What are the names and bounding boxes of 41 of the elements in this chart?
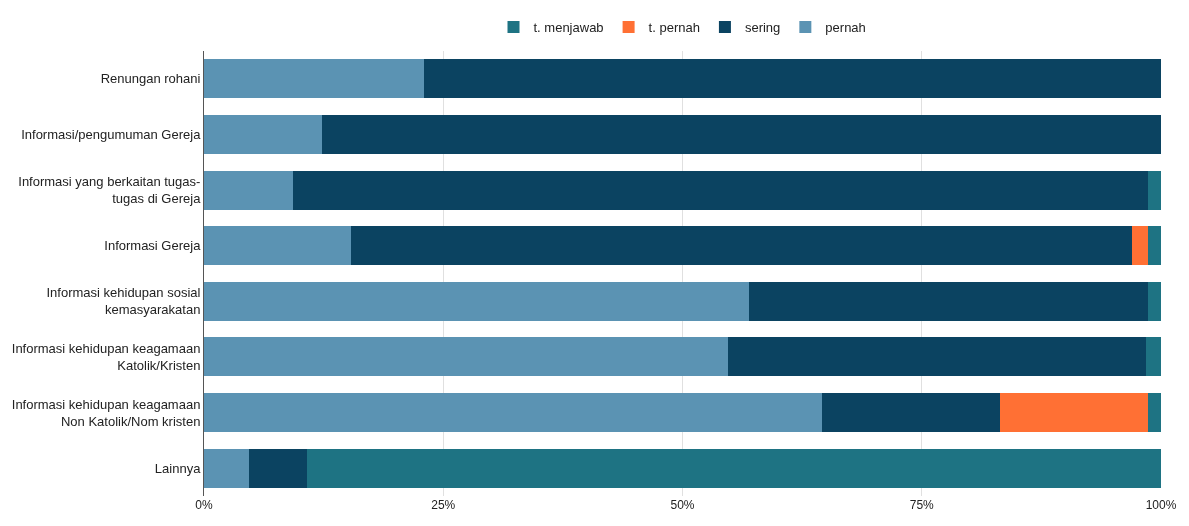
bar <box>728 337 1146 377</box>
legend-label: t. pernah <box>648 20 700 36</box>
bar <box>204 393 823 433</box>
y-tick-label: Informasi kehidupan sosial kemasyarakatan <box>46 285 201 318</box>
x-tick-label: 0% <box>195 498 213 512</box>
bar <box>204 337 729 377</box>
bar <box>1000 393 1148 433</box>
bar <box>1147 170 1161 210</box>
bar <box>204 170 293 210</box>
bar <box>204 59 425 99</box>
bar <box>204 226 352 266</box>
bar <box>749 281 1148 321</box>
bar <box>1132 226 1148 266</box>
y-tick-label: Informasi Gereja <box>104 238 202 254</box>
x-tick-label: 75% <box>909 498 935 512</box>
legend-label: sering <box>744 20 781 36</box>
y-tick-label: Informasi/pengumuman Gereja <box>21 126 202 142</box>
bar <box>351 226 1133 266</box>
bar <box>307 448 1161 488</box>
bar <box>1147 226 1161 266</box>
x-tick-label: 100% <box>1145 498 1177 512</box>
bar <box>424 59 1161 99</box>
bar <box>1147 393 1161 433</box>
y-tick-label: Informasi kehidupan keagamaan Katolik/Kristen <box>11 341 201 373</box>
legend-label: t. menjawab <box>533 20 604 36</box>
bar <box>204 114 322 154</box>
legend-label: pernah <box>825 20 866 36</box>
bar <box>204 448 249 488</box>
x-tick-label: 50% <box>670 498 695 512</box>
bar <box>1145 337 1161 377</box>
x-tick-label: 25% <box>431 498 456 512</box>
y-tick-label: Informasi kehidupan keagamaan Non Katolik/Nom kristen <box>11 396 201 429</box>
bar <box>822 393 1001 433</box>
y-tick-label: Renungan rohani <box>100 71 201 87</box>
bar <box>293 170 1148 210</box>
bar <box>1147 281 1161 321</box>
y-tick-label: Informasi yang berkaitan tugas- tugas di Gereja <box>18 174 202 207</box>
y-tick-label: Lainnya <box>154 460 202 476</box>
bar <box>321 114 1161 154</box>
bar <box>204 281 750 321</box>
bar <box>248 448 308 488</box>
